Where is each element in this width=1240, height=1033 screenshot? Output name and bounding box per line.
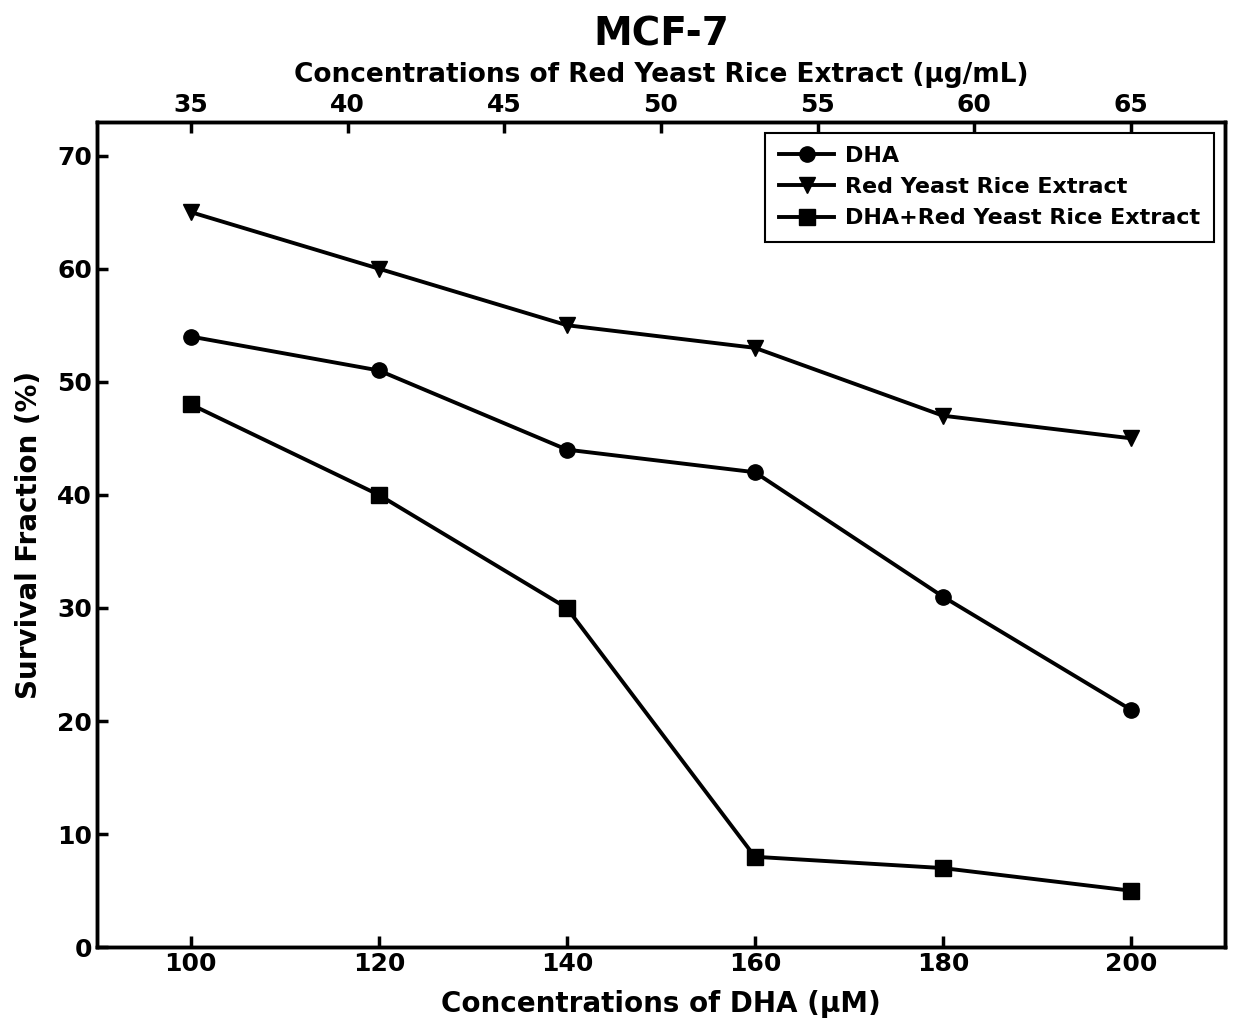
DHA+Red Yeast Rice Extract [935, 862, 950, 874]
Red Yeast Rice Extract [184, 206, 198, 218]
Red Yeast Rice Extract [371, 262, 386, 275]
Line: DHA+Red Yeast Rice Extract: DHA+Red Yeast Rice Extract [184, 397, 1138, 899]
DHA+Red Yeast Rice Extract [1123, 884, 1138, 897]
X-axis label: Concentrations of Red Yeast Rice Extract (μg/mL): Concentrations of Red Yeast Rice Extract… [294, 62, 1028, 88]
DHA [184, 331, 198, 343]
DHA+Red Yeast Rice Extract [371, 489, 386, 501]
X-axis label: Concentrations of DHA (μM): Concentrations of DHA (μM) [441, 990, 880, 1018]
Title: MCF-7: MCF-7 [593, 15, 729, 53]
Line: Red Yeast Rice Extract: Red Yeast Rice Extract [184, 205, 1138, 446]
DHA [748, 466, 763, 478]
Red Yeast Rice Extract [748, 342, 763, 354]
DHA+Red Yeast Rice Extract [559, 602, 574, 615]
DHA+Red Yeast Rice Extract [184, 398, 198, 410]
Red Yeast Rice Extract [935, 409, 950, 421]
Legend: DHA, Red Yeast Rice Extract, DHA+Red Yeast Rice Extract: DHA, Red Yeast Rice Extract, DHA+Red Yea… [765, 133, 1214, 242]
DHA [559, 443, 574, 456]
Y-axis label: Survival Fraction (%): Survival Fraction (%) [15, 371, 43, 698]
DHA+Red Yeast Rice Extract [748, 850, 763, 863]
DHA [935, 591, 950, 603]
Red Yeast Rice Extract [1123, 432, 1138, 444]
Line: DHA: DHA [184, 328, 1138, 717]
DHA [371, 365, 386, 377]
DHA [1123, 703, 1138, 716]
Red Yeast Rice Extract [559, 319, 574, 332]
